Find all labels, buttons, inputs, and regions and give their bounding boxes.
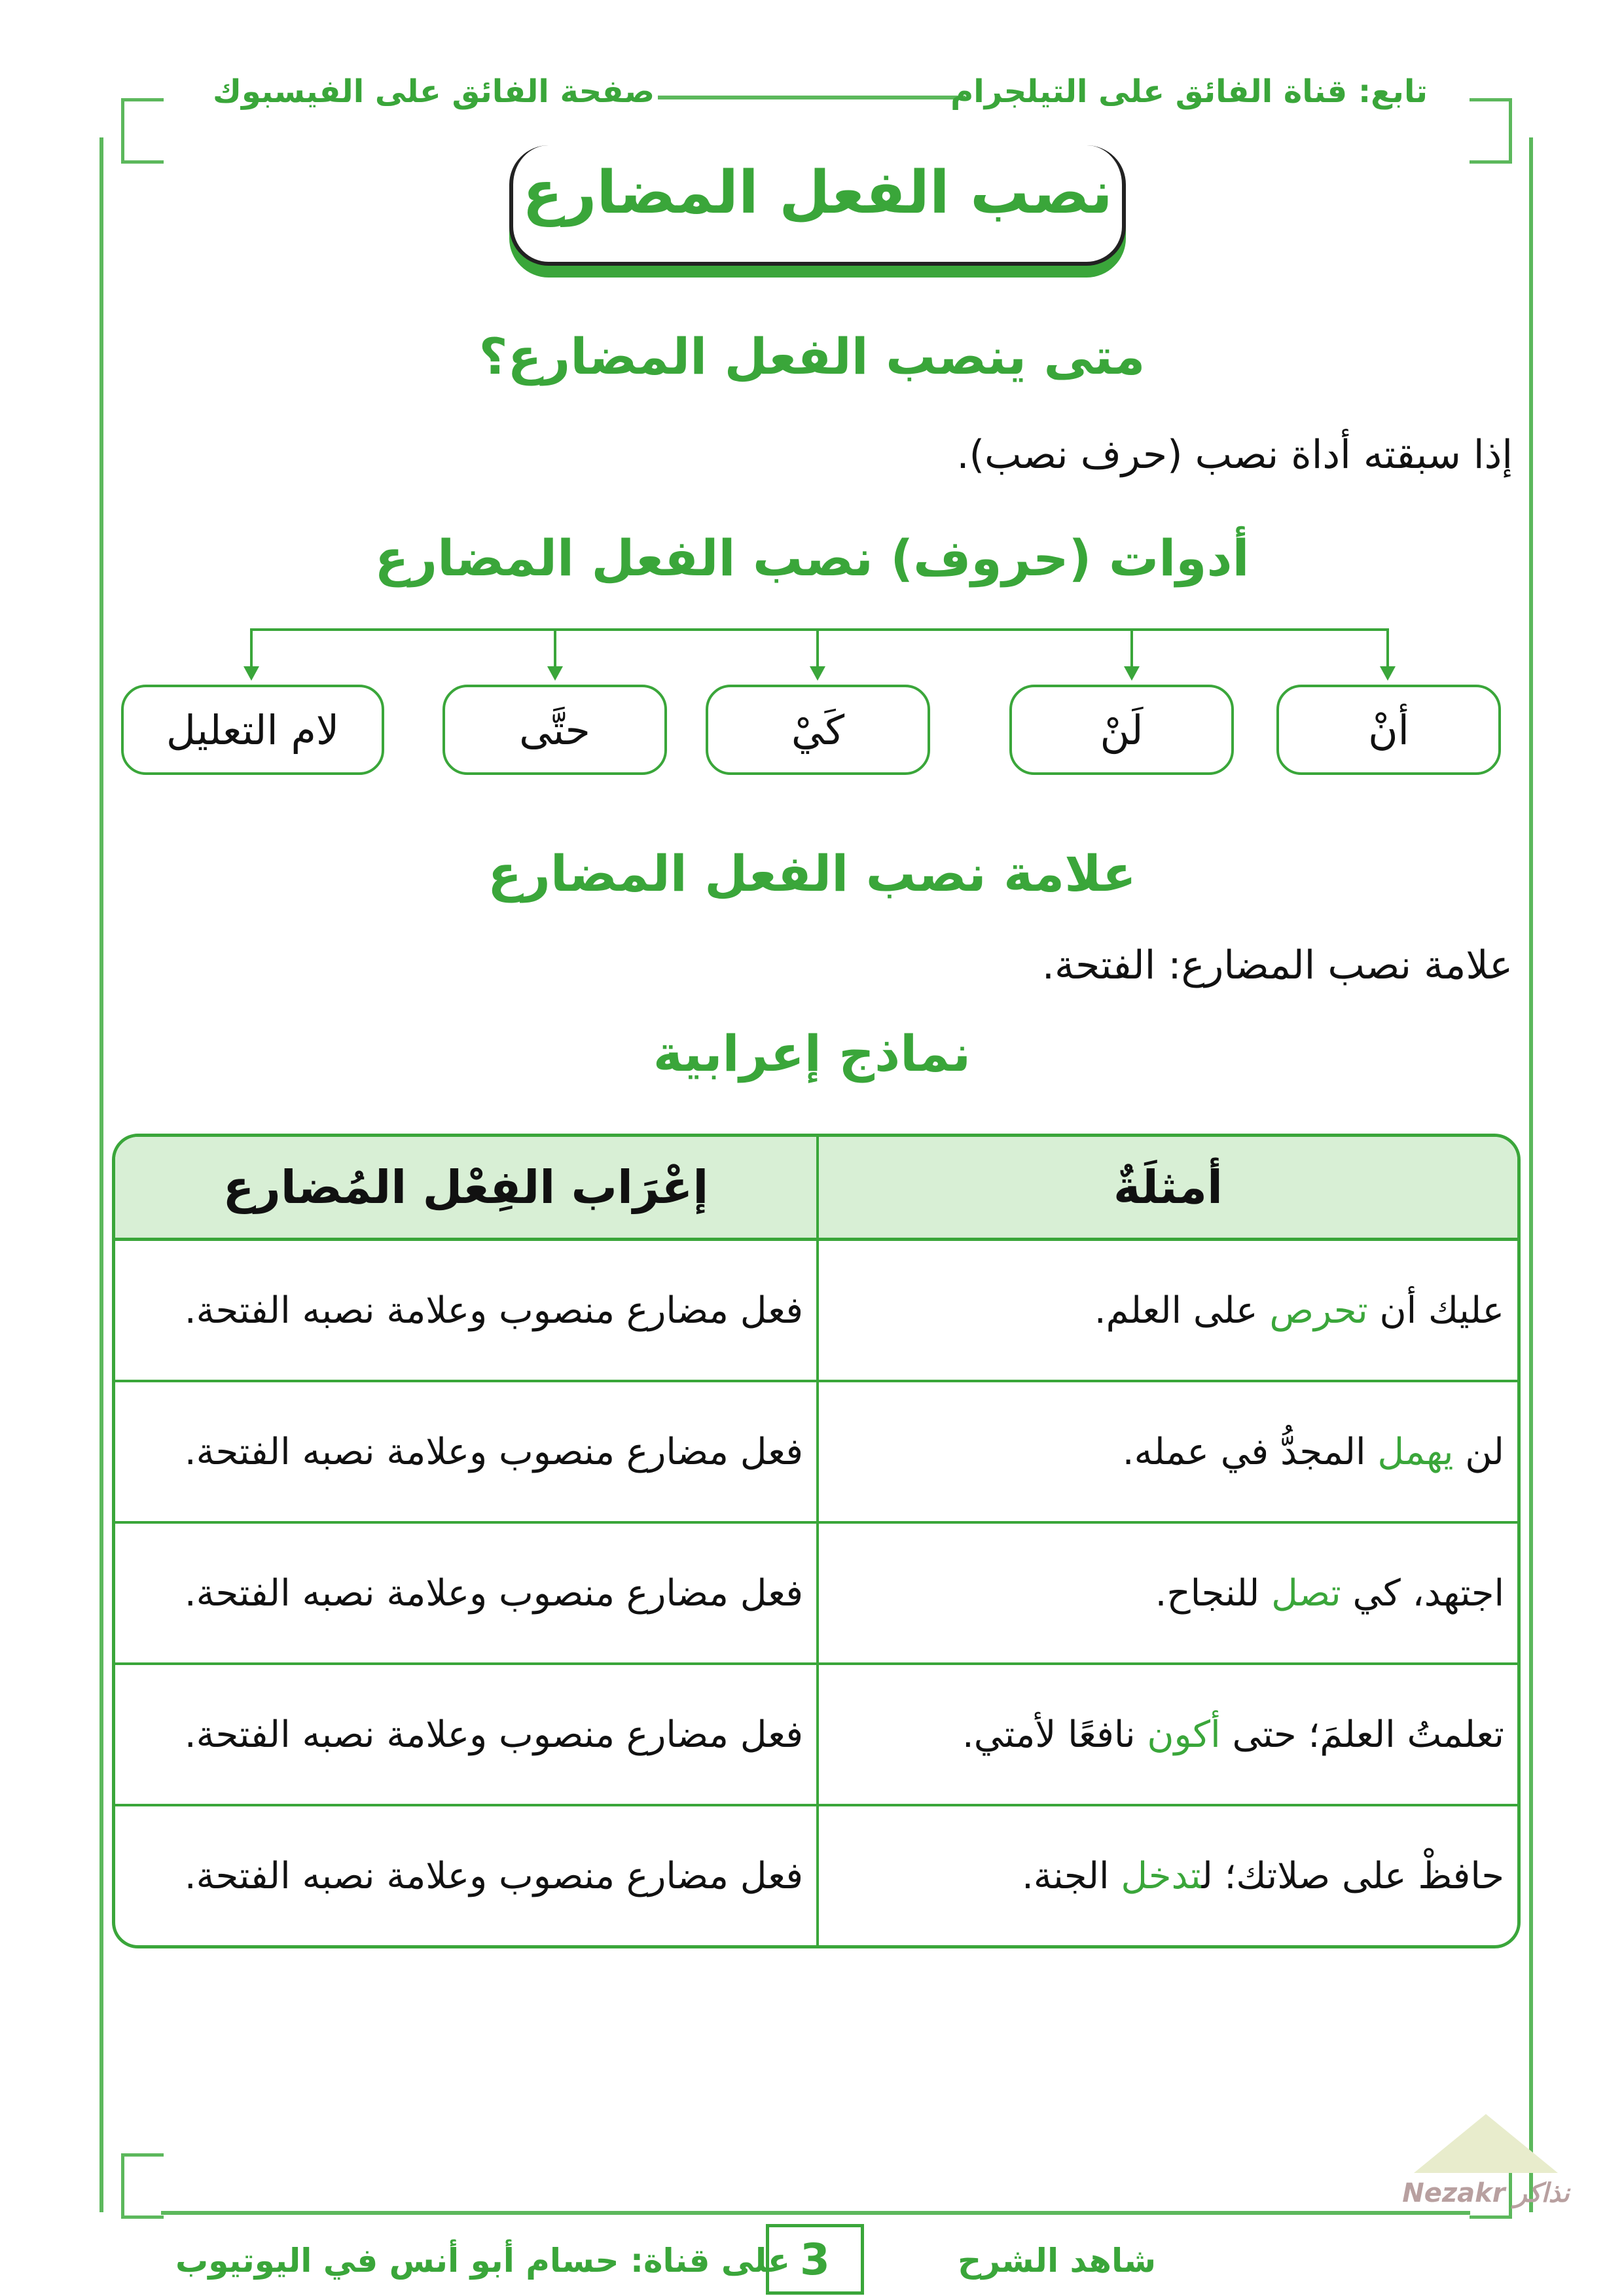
example-post: للنجاح.	[1155, 1571, 1272, 1615]
parse-cell: فعل مضارع منصوب وعلامة نصبه الفتحة.	[115, 1524, 816, 1665]
table-row: تعلمتُ العلمَ؛ حتى أكون نافعًا لأمتي. فعل…	[115, 1665, 1517, 1806]
page-number: 3	[800, 2234, 830, 2285]
tool-an: أنْ	[1276, 685, 1501, 775]
page-number-box: 3	[766, 2224, 864, 2295]
table-row: اجتهد، كي تصل للنجاح. فعل مضارع منصوب وعل…	[115, 1524, 1517, 1665]
example-pre: اجتهد، كي	[1341, 1571, 1505, 1615]
arrow-down-icon	[244, 666, 259, 681]
footer-channel: على قناة: حسام أبو أنس في اليوتيوب	[175, 2242, 790, 2280]
footer-watch: شاهد الشرح	[958, 2242, 1156, 2280]
frame-bottom	[161, 2211, 1470, 2215]
frame-left	[99, 137, 103, 2212]
text-sign: علامة نصب المضارع: الفتحة.	[1041, 942, 1513, 988]
example-cell: تعلمتُ العلمَ؛ حتى أكون نافعًا لأمتي.	[816, 1665, 1517, 1806]
example-post: نافعًا لأمتي.	[962, 1713, 1147, 1756]
example-verb: يهمل	[1377, 1430, 1454, 1473]
logo-text: Nezakr نذاكر	[1402, 2178, 1570, 2208]
example-pre: عليك أن	[1367, 1289, 1504, 1332]
example-verb: أكون	[1147, 1713, 1221, 1756]
example-verb: تحرص	[1269, 1289, 1368, 1332]
example-pre: حافظْ على صلاتك؛ ل	[1201, 1854, 1504, 1897]
tree-branch	[250, 630, 253, 675]
table-header-row: أمثلَةٌ إعْرَاب الفِعْل المُضارع	[115, 1137, 1517, 1241]
tree-branch	[1130, 630, 1133, 675]
header-telegram: تابع: قناة الفائق على التيلجرام	[950, 73, 1428, 110]
frame-right	[1529, 137, 1533, 2212]
example-verb: تدخل	[1121, 1854, 1202, 1897]
corner-ornament	[1470, 98, 1512, 164]
heading-when: متى ينصب الفعل المضارع؟	[478, 327, 1146, 386]
parse-cell: فعل مضارع منصوب وعلامة نصبه الفتحة.	[115, 1241, 816, 1382]
examples-table: أمثلَةٌ إعْرَاب الفِعْل المُضارع عليك أن…	[112, 1134, 1521, 1948]
tool-kay: كَيْ	[706, 685, 930, 775]
example-pre: تعلمتُ العلمَ؛ حتى	[1220, 1713, 1504, 1756]
example-cell: حافظْ على صلاتك؛ لتدخل الجنة.	[816, 1806, 1517, 1945]
example-post: المجدُّ في عمله.	[1122, 1430, 1378, 1473]
title-banner: نصب الفعل المضارع	[509, 145, 1126, 266]
text-when: إذا سبقته أداة نصب (حرف نصب).	[956, 432, 1513, 478]
tree-branch	[816, 630, 819, 675]
arrow-down-icon	[810, 666, 825, 681]
heading-tools: أدوات (حروف) نصب الفعل المضارع	[374, 529, 1250, 587]
parse-cell: فعل مضارع منصوب وعلامة نصبه الفتحة.	[184, 1854, 803, 1897]
example-verb: تصل	[1271, 1571, 1341, 1615]
tree-branch	[1386, 630, 1389, 675]
tree-line	[250, 628, 1389, 631]
header-rule	[658, 96, 965, 99]
arrow-down-icon	[547, 666, 563, 681]
example-post: على العلم.	[1094, 1289, 1270, 1332]
tool-lan: لَنْ	[1009, 685, 1234, 775]
parse-cell: فعل مضارع منصوب وعلامة نصبه الفتحة.	[115, 1382, 816, 1524]
heading-examples: نماذج إعرابية	[653, 1024, 971, 1083]
book-icon	[1414, 2114, 1558, 2173]
example-cell: لن يهمل المجدُّ في عمله.	[816, 1382, 1517, 1524]
arrow-down-icon	[1380, 666, 1396, 681]
page-title: نصب الفعل المضارع	[522, 158, 1113, 227]
tree-branch	[554, 630, 556, 675]
column-header-parsing: إعْرَاب الفِعْل المُضارع	[115, 1137, 816, 1241]
tool-hatta: حتَّى	[442, 685, 667, 775]
example-pre: لن	[1453, 1430, 1504, 1473]
table-row: عليك أن تحرص على العلم. فعل مضارع منصوب و…	[115, 1241, 1517, 1382]
tool-lam-taalil: لام التعليل	[121, 685, 384, 775]
example-cell: اجتهد، كي تصل للنجاح.	[816, 1524, 1517, 1665]
table-row: لن يهمل المجدُّ في عمله. فعل مضارع منصوب …	[115, 1382, 1517, 1524]
arrow-down-icon	[1124, 666, 1140, 681]
logo: Nezakr نذاكر	[1394, 2114, 1578, 2208]
example-post: الجنة.	[1022, 1854, 1121, 1897]
header-facebook: صفحة الفائق على الفيسبوك	[213, 73, 655, 110]
corner-ornament	[121, 2153, 164, 2219]
column-header-examples: أمثلَةٌ	[816, 1137, 1517, 1241]
example-cell: عليك أن تحرص على العلم.	[816, 1241, 1517, 1382]
corner-ornament	[121, 98, 164, 164]
heading-sign: علامة نصب الفعل المضارع	[488, 844, 1136, 903]
parse-cell: فعل مضارع منصوب وعلامة نصبه الفتحة.	[115, 1665, 816, 1806]
table-row: حافظْ على صلاتك؛ لتدخل الجنة. فعل مضارع م…	[115, 1806, 1517, 1945]
